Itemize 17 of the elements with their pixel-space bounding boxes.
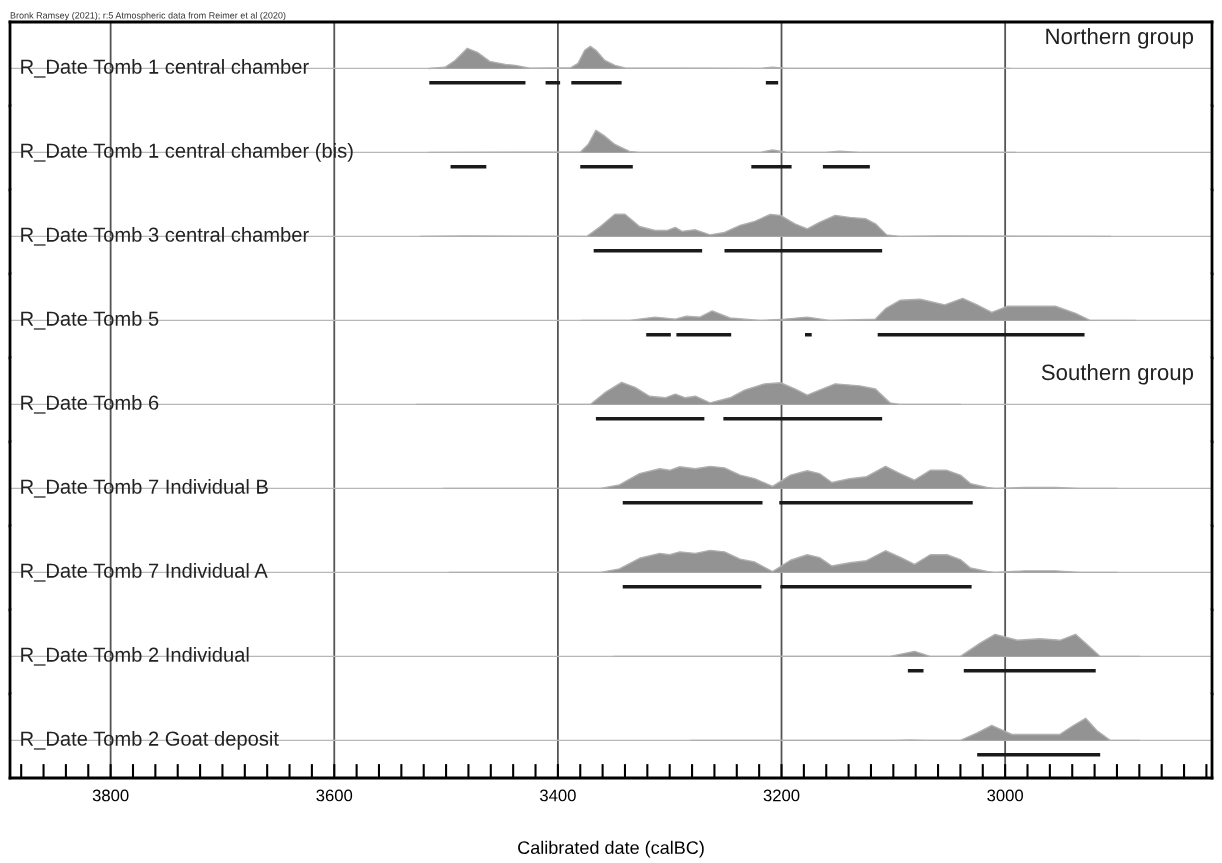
text: R_Date Tomb 7 Individual A [21, 563, 268, 582]
x-tick-label: 3800 [92, 789, 129, 802]
text: R_Date Tomb 7 Individual B [21, 479, 268, 498]
text: R_Date Tomb 5 [21, 311, 159, 330]
text: R_Date Tomb 2 Individual [21, 647, 249, 666]
x-tick-label: 3000 [987, 789, 1024, 802]
annotation: Southern group [1041, 363, 1194, 385]
x-tick-label: 3600 [316, 789, 353, 802]
x-axis-title: Calibrated date (calBC) [518, 840, 704, 858]
x-tick-label: 3400 [539, 789, 576, 802]
x-tick-label: 3200 [763, 789, 800, 802]
text: R_Date Tomb 1 central chamber [21, 59, 309, 78]
text: R_Date Tomb 3 central chamber [21, 227, 309, 246]
annotation: Northern group [1046, 27, 1194, 49]
text: Bronk Ramsey (2021); r:5 Atmospheric data from Reimer et al (2020) [10, 11, 286, 21]
text: R_Date Tomb 6 [21, 395, 159, 414]
text: R_Date Tomb 2 Goat deposit [21, 731, 279, 750]
